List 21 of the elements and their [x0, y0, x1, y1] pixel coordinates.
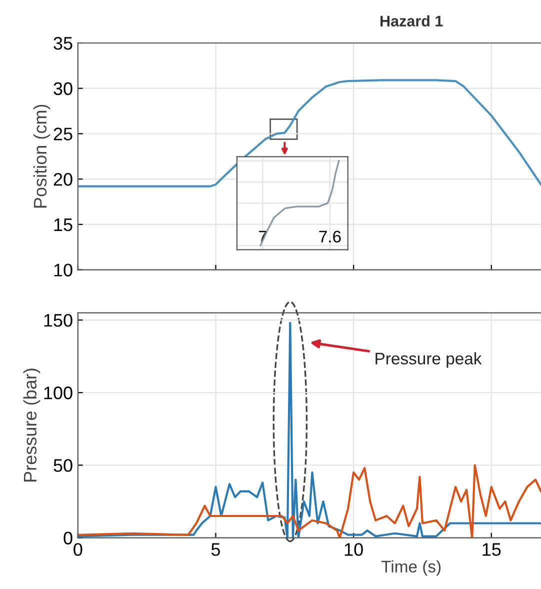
- y-tick-label: 100: [44, 386, 72, 400]
- y-tick-label: 50: [54, 459, 72, 472]
- y-tick-label: 150: [44, 314, 72, 327]
- y-tick-label: 25: [54, 128, 72, 140]
- x-tick-label: 15: [482, 543, 501, 556]
- y-tick-label: 15: [54, 218, 72, 232]
- x-tick-label: 5: [211, 543, 220, 556]
- x-axis-title: Time (s): [381, 560, 441, 576]
- chart-title: Hazard 1: [380, 15, 443, 26]
- line-series: [78, 79, 541, 188]
- y-tick-label: 35: [54, 36, 72, 50]
- y-tick-label: 0: [64, 532, 72, 544]
- x-tick-label: 10: [344, 543, 363, 556]
- x-tick-label: 7.6: [319, 230, 341, 243]
- y-tick-label: 30: [54, 82, 72, 96]
- y-axis-title: Pressure (bar): [23, 368, 40, 482]
- y-tick-label: 10: [54, 264, 72, 276]
- x-tick-label: 0: [74, 543, 82, 556]
- y-tick-label: 20: [54, 172, 72, 186]
- annotation: Pressure peak: [376, 352, 482, 368]
- y-axis-title: Position (cm): [33, 104, 50, 208]
